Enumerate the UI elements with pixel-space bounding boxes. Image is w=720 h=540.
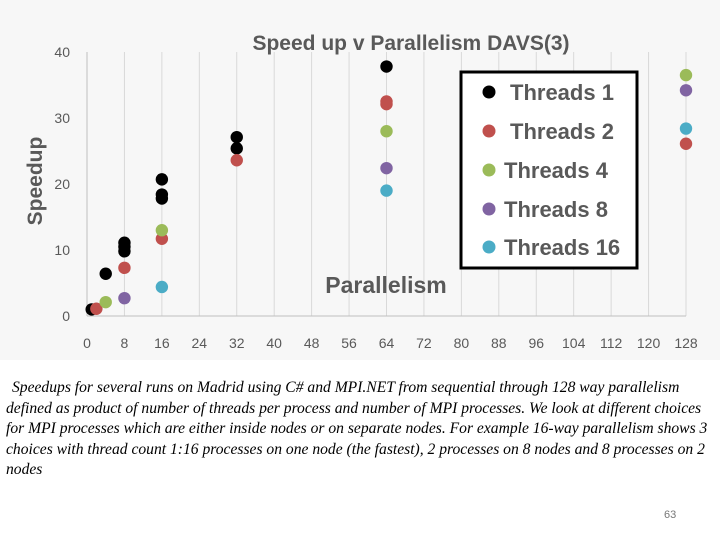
data-point-series-3 [155, 224, 169, 237]
legend-label: Threads 2 [510, 119, 614, 144]
x-tick-label: 96 [528, 335, 544, 351]
x-tick-label: 40 [266, 335, 282, 351]
figure-caption: Speedups for several runs on Madrid usin… [6, 379, 708, 479]
y-tick-label: 40 [54, 44, 70, 60]
data-point-series-2 [230, 154, 243, 167]
data-point-series-3 [380, 125, 393, 138]
y-tick-label: 10 [54, 242, 70, 258]
data-point-series-4 [679, 84, 693, 97]
chart-area: 0 8 16 24 32 40 48 56 64 72 80 88 96 104 112 120 128 0 10 2… [24, 32, 698, 351]
x-tick-label: 24 [192, 335, 208, 351]
data-point-series-1 [230, 130, 243, 144]
x-tick-label: 104 [562, 335, 586, 351]
x-axis-label: Parallelism [325, 272, 446, 298]
legend-label: Threads 1 [510, 80, 614, 105]
data-point-series-1 [118, 236, 131, 249]
data-point-series-1 [99, 267, 112, 280]
x-tick-label: 112 [600, 335, 623, 351]
data-point-series-4 [118, 291, 131, 305]
data-point-series-1 [155, 173, 169, 186]
x-tick-label: 8 [121, 335, 129, 351]
legend-marker [482, 163, 496, 177]
data-point-series-2 [679, 137, 693, 150]
x-tick-label: 56 [341, 335, 357, 351]
legend-label: Threads 16 [504, 235, 620, 260]
x-tick-label: 32 [229, 335, 245, 351]
data-point-series-3 [679, 68, 693, 82]
x-tick-label: 16 [154, 335, 170, 351]
x-tick-label: 128 [674, 335, 698, 351]
x-tick-label: 48 [304, 335, 320, 351]
data-point-series-2 [118, 261, 131, 275]
y-axis-label: Speedup [24, 137, 47, 226]
y-tick-label: 0 [62, 308, 70, 324]
legend-marker [482, 240, 496, 254]
data-point-series-2 [380, 95, 393, 108]
y-tick-label: 30 [54, 110, 70, 126]
y-tick-label: 20 [54, 176, 70, 192]
x-tick-label: 80 [454, 335, 470, 351]
x-tick-label: 72 [416, 335, 432, 351]
data-point-series-5 [155, 280, 169, 294]
data-point-series-5 [679, 122, 693, 135]
data-point-series-1 [230, 142, 243, 155]
chart-title: Speed up v Parallelism DAVS(3) [252, 32, 569, 55]
legend-marker [482, 85, 496, 99]
data-point-series-3 [99, 295, 112, 309]
legend-label: Threads 4 [504, 158, 609, 183]
data-point-series-2 [90, 302, 103, 315]
page-number: 63 [664, 509, 677, 521]
legend-marker [482, 124, 496, 138]
x-tick-label: 64 [379, 335, 395, 351]
data-point-series-1 [155, 188, 169, 201]
x-tick-label: 120 [637, 335, 661, 351]
scatter-chart: 0 8 16 24 32 40 48 56 64 72 80 88 96 104 112 120 128 0 10 2… [24, 32, 698, 351]
data-point-series-4 [380, 161, 393, 175]
x-tick-label: 88 [491, 335, 507, 351]
data-point-series-5 [380, 184, 393, 197]
data-point-series-1 [380, 60, 393, 73]
legend-marker [482, 202, 496, 216]
data-point-series-2 [155, 232, 169, 245]
legend-label: Threads 8 [504, 197, 608, 222]
x-tick-label: 0 [83, 335, 91, 351]
